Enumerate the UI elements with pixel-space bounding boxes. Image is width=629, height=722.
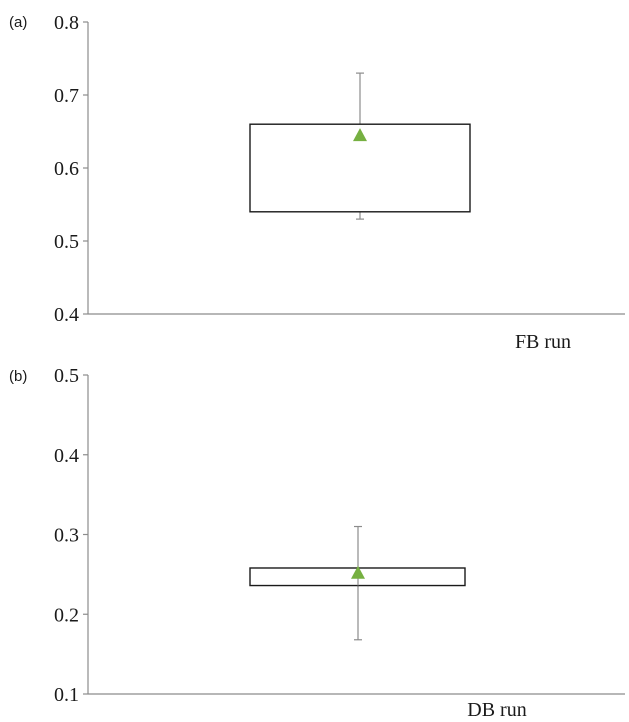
y-tick-label: 0.6 xyxy=(54,158,79,180)
y-tick-label: 0.5 xyxy=(54,231,79,253)
y-tick-label: 0.8 xyxy=(54,12,79,34)
y-tick-label: 0.5 xyxy=(54,365,79,387)
x-category-label: DB run xyxy=(467,699,526,721)
y-tick-label: 0.3 xyxy=(54,525,79,547)
panel-a: 0.4 0.5 0.6 0.7 0.8 (a) FB run xyxy=(9,12,625,353)
y-tick-label: 0.4 xyxy=(54,304,79,326)
y-tick-label: 0.4 xyxy=(54,445,79,467)
mean-marker-triangle-icon xyxy=(353,128,367,142)
x-category-label: FB run xyxy=(515,331,571,353)
mean-marker-triangle-icon xyxy=(351,565,365,579)
y-tick-label: 0.7 xyxy=(54,85,79,107)
y-tick-label: 0.1 xyxy=(54,684,79,706)
panel-b: 0.1 0.2 0.3 0.4 0.5 (b) DB run xyxy=(9,365,625,721)
panel-label: (b) xyxy=(9,368,27,385)
panel-label: (a) xyxy=(9,14,27,31)
y-tick-label: 0.2 xyxy=(54,604,79,626)
